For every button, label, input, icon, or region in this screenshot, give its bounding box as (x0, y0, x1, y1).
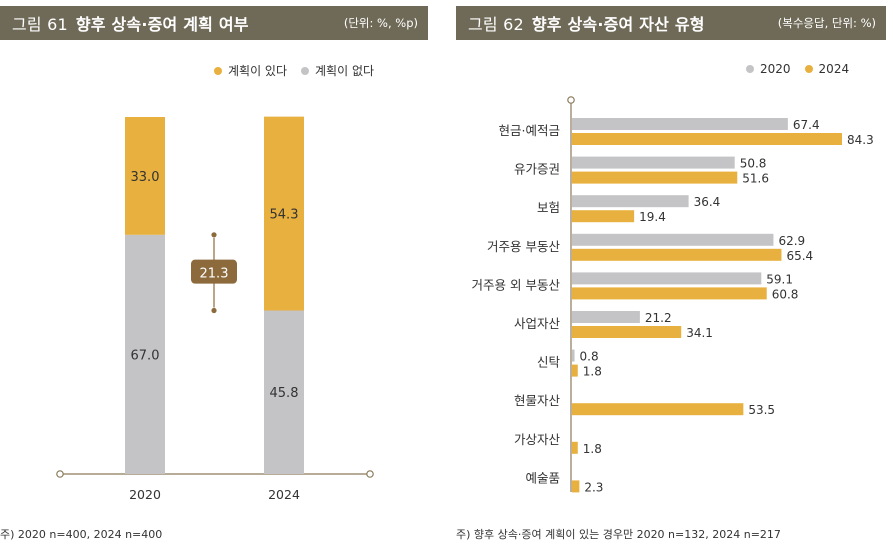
figure-62-legend: 2020 2024 (746, 62, 849, 76)
figure-61-chart: 67.0 33.0 2020 45.8 54.3 2024 21.3 (56, 116, 374, 502)
bar-2024 (572, 133, 842, 145)
legend-item-2024: 2024 (804, 62, 849, 76)
category-label: 신탁 (537, 355, 561, 370)
bar-2024 (572, 326, 682, 338)
category-label: 사업자산 (514, 316, 561, 331)
figure-62-title: 그림 62 향후 상속·증여 자산 유형 (468, 15, 705, 34)
category-label: 예술품 (525, 470, 560, 485)
bar-2024 (572, 441, 578, 454)
bar-label-2024: 2.3 (584, 480, 603, 494)
figure-61-title-bar: 그림 61 향후 상속·증여 계획 여부 (단위: %, %p) (0, 6, 428, 40)
bar-2020 (572, 156, 735, 169)
bar-2024 (572, 364, 578, 377)
x-axis-end-left (56, 470, 64, 478)
bar-label-2024-plan-no: 45.8 (270, 386, 299, 401)
bar-label-2020-plan-yes: 33.0 (131, 170, 160, 185)
x-tick-label-2020: 2020 (129, 487, 161, 502)
bar-2024-plan-no (264, 310, 304, 474)
bar-2020 (572, 195, 689, 208)
category-label: 현금·예적금 (499, 123, 560, 138)
bar-2024 (572, 210, 635, 223)
bar-label-2024: 65.4 (786, 249, 813, 263)
x-axis-end-right (366, 470, 374, 478)
legend-item-plan-no: 계획이 없다 (301, 62, 374, 79)
bar-2020 (572, 311, 640, 323)
figure-62-unit: (복수응답, 단위: %) (777, 16, 876, 30)
legend-swatch-2020 (746, 65, 754, 73)
figure-62-panel: 그림 62 향후 상속·증여 자산 유형 (복수응답, 단위: %) 2020 2… (456, 0, 886, 545)
bar-label-2024: 51.6 (742, 172, 769, 186)
bar-label-2024: 1.8 (583, 365, 602, 379)
category-label: 거주용 부동산 (487, 239, 560, 254)
legend-swatch-plan-no (301, 66, 310, 75)
bar-2020-plan-yes (125, 117, 165, 235)
bar-2020 (572, 233, 774, 246)
legend-item-2020: 2020 (746, 62, 791, 76)
bar-2024 (572, 287, 767, 300)
figure-61-legend: 계획이 있다 계획이 없다 (214, 62, 374, 79)
bar-label-2020: 62.9 (778, 234, 805, 248)
legend-swatch-2024 (804, 65, 813, 73)
bar-label-2020: 0.8 (580, 350, 599, 364)
bar-label-2020: 21.2 (645, 311, 672, 325)
category-label: 가상자산 (514, 432, 561, 447)
bar-2024 (572, 248, 782, 261)
y-axis-end-top (567, 96, 575, 104)
figure-61-footnote: 주) 2020 n=400, 2024 n=400 (0, 528, 163, 541)
difference-end-top (211, 232, 217, 238)
figure-62-footnote: 주) 향후 상속·증여 계획이 있는 경우만 2020 n=132, 2024 … (456, 528, 781, 541)
bar-2020-plan-no (125, 234, 165, 474)
bar-label-2020: 36.4 (694, 195, 721, 209)
figure-62-chart: 현금·예적금 67.4 84.3 유가증권 50.851.6 보험 36.4 19.4 거주용 … (472, 96, 874, 494)
difference-label: 21.3 (200, 267, 229, 282)
bar-2020 (572, 118, 788, 130)
category-label: 보험 (537, 200, 560, 215)
figure-61-panel: 그림 61 향후 상속·증여 계획 여부 (단위: %, %p) 계획이 있다 계… (0, 0, 428, 545)
bar-2024-plan-yes (264, 116, 304, 311)
bar-label-2020-plan-no: 67.0 (131, 348, 160, 363)
x-tick-label-2024: 2024 (268, 487, 300, 502)
bar-label-2020: 59.1 (766, 272, 793, 286)
category-label: 거주용 외 부동산 (472, 277, 561, 292)
figure-62-title-bar: 그림 62 향후 상속·증여 자산 유형 (복수응답, 단위: %) (456, 6, 886, 40)
bar-label-2024: 60.8 (772, 287, 799, 301)
figure-61-unit: (단위: %, %p) (343, 16, 418, 30)
bar-2020 (572, 349, 575, 362)
legend-swatch-plan-yes (214, 66, 222, 75)
bar-2024 (572, 480, 580, 493)
bar-2020 (572, 272, 762, 285)
figure-61-title: 그림 61 향후 상속·증여 계획 여부 (12, 15, 249, 34)
bar-2024 (572, 403, 744, 416)
bar-label-2024-plan-yes: 54.3 (270, 208, 299, 223)
bar-2024 (572, 171, 738, 184)
difference-end-bottom (211, 307, 217, 314)
bar-label-2024: 34.1 (686, 326, 713, 340)
category-label: 유가증권 (514, 162, 560, 177)
bar-label-2024: 1.8 (583, 442, 602, 456)
legend-item-plan-yes: 계획이 있다 (214, 62, 287, 79)
bar-label-2024: 53.5 (748, 403, 775, 417)
bar-label-2024: 84.3 (847, 133, 874, 147)
bar-label-2020: 50.8 (740, 157, 767, 171)
category-label: 현물자산 (514, 393, 561, 408)
bar-label-2024: 19.4 (639, 210, 666, 224)
difference-badge (191, 259, 237, 284)
bar-label-2020: 67.4 (793, 118, 820, 132)
